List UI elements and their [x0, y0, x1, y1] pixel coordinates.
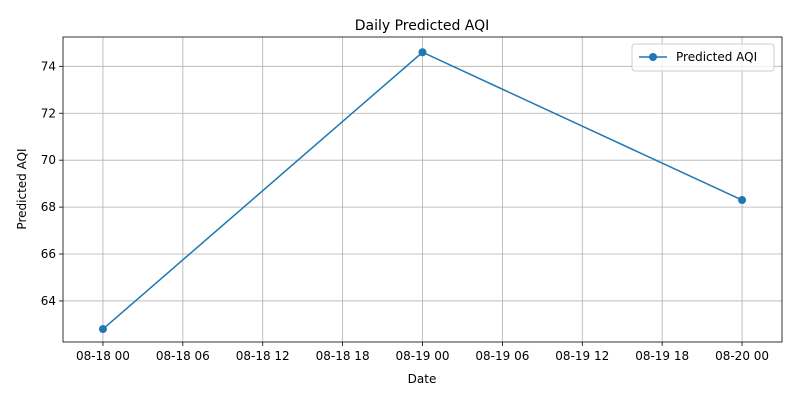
x-tick-label: 08-18 00 — [76, 349, 130, 363]
x-tick-label: 08-19 12 — [555, 349, 609, 363]
y-tick-label: 66 — [41, 247, 56, 261]
x-tick-label: 08-19 06 — [475, 349, 529, 363]
legend-marker-swatch — [649, 53, 657, 61]
y-axis-label: Predicted AQI — [15, 148, 29, 229]
x-tick-label: 08-19 00 — [396, 349, 450, 363]
data-point — [738, 196, 747, 205]
x-axis-ticks: 08-18 00 08-18 06 08-18 12 08-18 18 08-19 00… — [76, 342, 769, 363]
chart-title: Daily Predicted AQI — [355, 18, 490, 34]
data-point — [418, 48, 427, 57]
legend: Predicted AQI — [631, 43, 775, 72]
legend-frame — [631, 43, 775, 72]
x-tick-label: 08-18 06 — [156, 349, 210, 363]
y-tick-label: 68 — [41, 200, 56, 214]
y-tick-label: 70 — [41, 153, 56, 167]
data-point — [98, 325, 107, 334]
legend-label: Predicted AQI — [676, 50, 757, 64]
grid — [63, 37, 782, 342]
series-layer — [98, 48, 747, 334]
x-tick-label: 08-19 18 — [635, 349, 689, 363]
x-tick-label: 08-18 12 — [236, 349, 290, 363]
x-axis-label: Date — [408, 372, 437, 386]
y-axis-ticks: 64 66 68 70 72 74 — [41, 59, 63, 308]
x-tick-label: 08-20 00 — [715, 349, 769, 363]
y-tick-label: 74 — [41, 59, 56, 73]
y-tick-label: 64 — [41, 294, 56, 308]
y-tick-label: 72 — [41, 106, 56, 120]
x-tick-label: 08-18 18 — [316, 349, 370, 363]
